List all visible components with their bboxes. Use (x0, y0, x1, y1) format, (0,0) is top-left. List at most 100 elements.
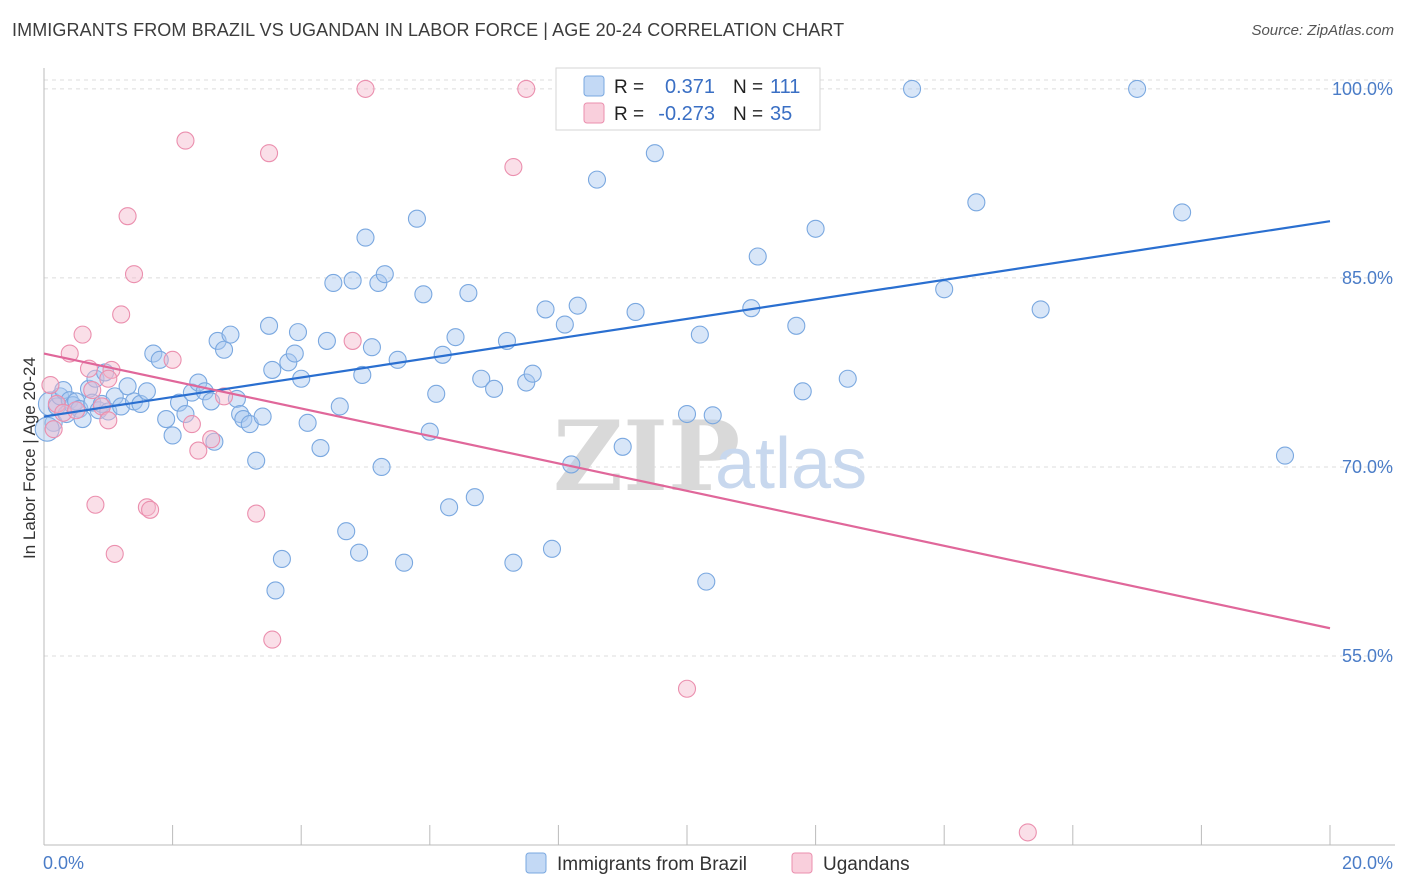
brazil-point-47 (272, 549, 291, 568)
stats-n-label-brazil: N = (733, 77, 763, 98)
source-label: Source: ZipAtlas.com (1251, 22, 1394, 39)
ugandan-point-0 (41, 375, 60, 395)
series-1 (41, 79, 1037, 842)
brazil-point-108 (1173, 203, 1192, 222)
brazil-point-109 (1275, 446, 1295, 465)
chart-title: IMMIGRANTS FROM BRAZIL VS UGANDAN IN LAB… (12, 20, 845, 40)
ugandan-trend-line (43, 352, 1331, 630)
brazil-point-99 (787, 316, 806, 335)
y-tick-label-1: 70.0% (1342, 457, 1393, 477)
ugandan-point-28 (356, 79, 375, 98)
brazil-point-27 (163, 426, 182, 445)
brazil-point-23 (137, 382, 156, 401)
ugandan-point-15 (124, 265, 144, 284)
x-tick-label-min: 0.0% (43, 853, 84, 873)
brazil-point-68 (407, 209, 426, 228)
brazil-point-84 (542, 539, 562, 558)
ugandan-point-10 (99, 411, 118, 430)
brazil-point-56 (330, 397, 349, 416)
brazil-point-94 (690, 325, 709, 344)
x-tick-label-max: 20.0% (1342, 853, 1393, 873)
gridlines (44, 79, 1395, 657)
brazil-point-85 (555, 315, 574, 334)
y-tick-label-2: 85.0% (1342, 268, 1393, 288)
ugandan-point-32 (1018, 823, 1037, 842)
y-tick-labels: 55.0% 70.0% 85.0% 100.0% (1332, 79, 1393, 666)
brazil-point-48 (279, 353, 298, 372)
brazil-point-67 (395, 553, 414, 572)
brazil-point-46 (266, 581, 285, 600)
brazil-point-80 (504, 553, 523, 572)
brazil-point-34 (205, 432, 224, 451)
brazil-point-57 (337, 522, 356, 541)
ugandan-point-16 (137, 498, 156, 517)
brazil-point-92 (645, 144, 664, 163)
brazil-point-100 (793, 382, 812, 401)
stats-n-value-brazil: 111 (770, 76, 800, 98)
brazil-point-13 (86, 369, 105, 388)
brazil-point-93 (677, 404, 697, 424)
ugandan-point-22 (202, 430, 221, 449)
brazil-point-95 (697, 572, 716, 591)
brazil-point-28 (169, 393, 189, 412)
bottom-legend: Immigrants from Brazil Ugandans (525, 852, 910, 875)
brazil-point-58 (343, 271, 362, 290)
brazil-point-43 (253, 407, 272, 426)
ugandan-point-19 (176, 131, 195, 150)
brazil-point-26 (157, 410, 176, 429)
stats-r-label-brazil: R = (614, 77, 644, 98)
brazil-point-96 (703, 406, 722, 425)
stats-legend-swatch-brazil (583, 75, 605, 97)
brazil-trend-line (43, 220, 1331, 418)
stats-n-label-ugandans: N = (733, 104, 763, 125)
brazil-point-73 (440, 498, 459, 517)
brazil-point-75 (459, 283, 478, 303)
ugandan-point-26 (263, 630, 282, 649)
watermark-zip: ZIP (553, 400, 740, 513)
brazil-point-62 (362, 338, 381, 357)
brazil-point-36 (214, 340, 234, 359)
brazil-point-39 (231, 404, 250, 424)
brazil-point-76 (465, 488, 484, 507)
axes (43, 68, 1395, 846)
brazil-point-42 (247, 451, 266, 470)
brazil-point-106 (1031, 300, 1050, 319)
brazil-point-105 (967, 193, 986, 212)
brazil-point-37 (221, 325, 240, 344)
ugandan-point-21 (189, 441, 208, 460)
brazil-point-50 (288, 323, 308, 342)
brazil-point-74 (446, 328, 465, 347)
brazil-point-63 (369, 273, 388, 293)
ugandan-point-31 (677, 679, 697, 698)
brazil-point-12 (83, 393, 102, 412)
brazil-point-61 (356, 228, 375, 247)
brazil-point-49 (285, 344, 304, 363)
brazil-point-98 (748, 247, 767, 266)
stats-r-label-ugandans: R = (614, 104, 644, 125)
ugandan-point-25 (259, 144, 279, 163)
brazil-point-82 (523, 364, 542, 383)
ugandan-point-29 (504, 157, 523, 177)
ugandan-point-27 (343, 331, 362, 350)
brazil-point-25 (150, 350, 169, 369)
ugandan-point-13 (112, 305, 131, 324)
brazil-point-29 (176, 404, 195, 424)
legend-swatch-ugandans (791, 852, 813, 874)
brazil-point-103 (902, 79, 922, 98)
stats-r-value-brazil: 0.371 (665, 76, 715, 98)
stats-legend-swatch-ugandans (583, 102, 605, 124)
y-tick-label-3: 100.0% (1332, 79, 1393, 99)
ugandan-point-24 (247, 504, 266, 523)
brazil-point-54 (317, 331, 336, 350)
brazil-point-102 (838, 369, 857, 388)
legend-swatch-brazil (525, 852, 547, 874)
brazil-point-65 (375, 265, 394, 284)
brazil-point-83 (536, 300, 555, 319)
brazil-point-87 (568, 296, 587, 315)
trend-lines (43, 220, 1331, 630)
stats-legend: R = 0.371 N = 111 R = -0.273 N = 35 (555, 67, 821, 131)
brazil-point-77 (472, 369, 491, 388)
brazil-point-45 (263, 360, 282, 379)
brazil-point-69 (414, 285, 433, 304)
